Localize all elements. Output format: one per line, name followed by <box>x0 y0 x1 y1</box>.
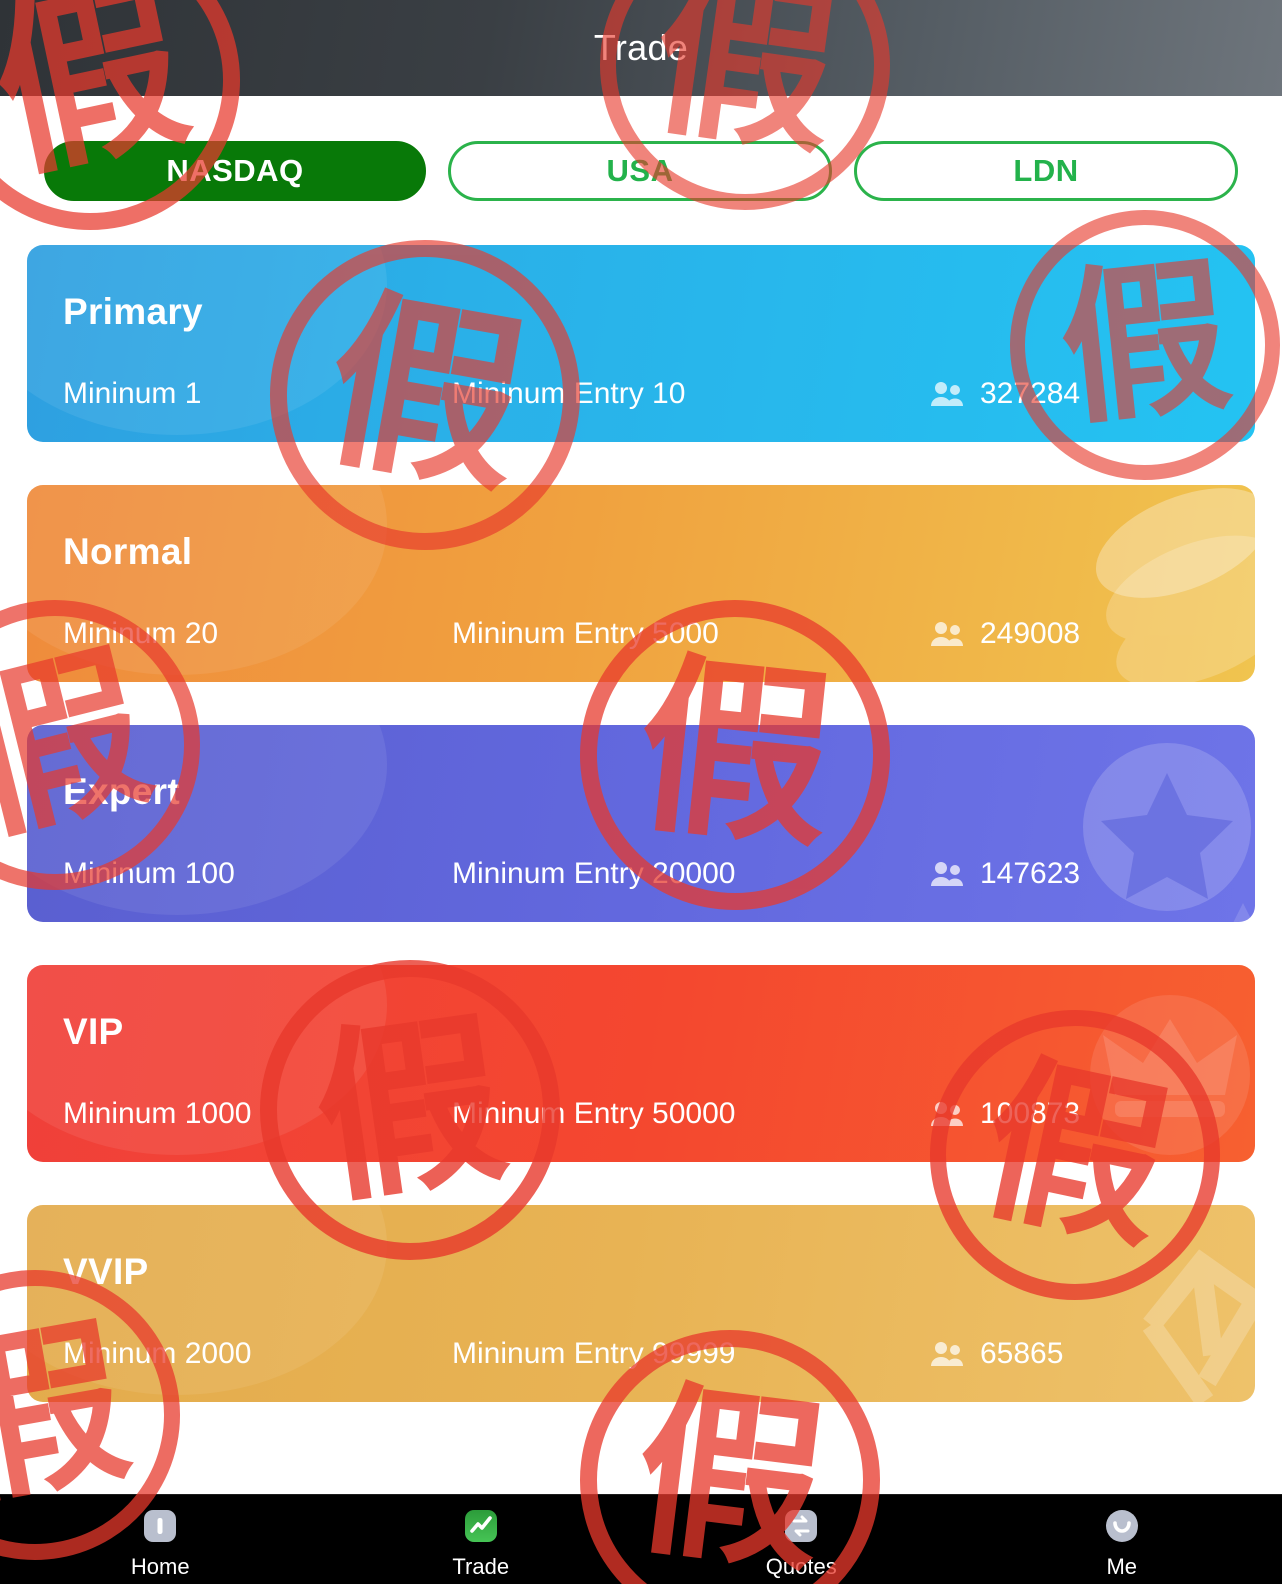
nav-item-quotes[interactable]: Quotes <box>641 1495 962 1584</box>
nav-item-trade[interactable]: Trade <box>321 1495 642 1584</box>
tier-minimum: Mininum 2000 <box>63 1337 252 1370</box>
nav-label-home: Home <box>130 1553 190 1579</box>
tier-card-stats: Mininum 1000 Mininum Entry 50000 100873 <box>27 1093 1255 1135</box>
people-icon <box>931 1342 963 1366</box>
tier-people-count: 249008 <box>980 617 1081 650</box>
people-icon <box>931 622 963 646</box>
tier-card-vip[interactable]: VIP Mininum 1000 Mininum Entry 50000 100… <box>27 965 1255 1162</box>
tier-card-title: Normal <box>63 531 193 572</box>
nav-label-me: Me <box>1106 1553 1138 1579</box>
nav-label-quotes: Quotes <box>765 1553 837 1579</box>
market-tab-usa[interactable]: USA <box>448 141 832 201</box>
tier-minimum-entry: Mininum Entry 5000 <box>452 617 719 650</box>
bottom-navigation-bar: Home Trade Quotes <box>0 1494 1282 1584</box>
tier-people-count: 65865 <box>980 1337 1064 1370</box>
tier-minimum: Mininum 1000 <box>63 1097 252 1130</box>
tier-people: 65865 <box>922 1337 1255 1371</box>
home-icon <box>144 1509 177 1542</box>
tier-people-count: 147623 <box>980 857 1081 890</box>
quotes-icon <box>785 1509 818 1542</box>
tier-card-list: Primary Mininum 1 Mininum Entry 10 32728… <box>0 201 1282 1402</box>
tier-people: 147623 <box>922 857 1255 891</box>
tier-minimum-entry: Mininum Entry 50000 <box>452 1097 736 1130</box>
nav-item-me[interactable]: Me <box>962 1495 1282 1584</box>
tier-card-title: VIP <box>63 1011 124 1052</box>
tier-card-stats: Mininum 2000 Mininum Entry 99999 65865 <box>27 1333 1255 1375</box>
tier-people: 100873 <box>922 1097 1255 1131</box>
tier-people: 249008 <box>922 617 1255 651</box>
tier-card-primary[interactable]: Primary Mininum 1 Mininum Entry 10 32728… <box>27 245 1255 442</box>
market-tab-bar: NASDAQ USA LDN <box>0 96 1282 201</box>
people-icon <box>931 382 963 406</box>
app-header: Trade <box>0 0 1282 96</box>
tier-card-stats: Mininum 100 Mininum Entry 20000 147623 <box>27 853 1255 895</box>
tier-minimum: Mininum 100 <box>63 857 235 890</box>
tier-card-title: Primary <box>63 291 203 332</box>
person-smile-icon <box>1105 1509 1138 1542</box>
chart-line-icon <box>464 1509 497 1542</box>
nav-label-trade: Trade <box>452 1553 510 1579</box>
market-tab-nasdaq[interactable]: NASDAQ <box>44 141 426 201</box>
nav-item-home[interactable]: Home <box>0 1495 321 1584</box>
tier-minimum: Mininum 20 <box>63 617 219 650</box>
tier-card-title: VVIP <box>63 1251 149 1292</box>
tier-minimum: Mininum 1 <box>63 377 202 410</box>
tier-people-count: 100873 <box>980 1097 1081 1130</box>
tier-card-stats: Mininum 20 Mininum Entry 5000 249008 <box>27 613 1255 655</box>
page-title: Trade <box>593 27 689 68</box>
market-tab-ldn[interactable]: LDN <box>854 141 1238 201</box>
tier-people-count: 327284 <box>980 377 1081 410</box>
tier-card-stats: Mininum 1 Mininum Entry 10 327284 <box>27 373 1255 415</box>
people-icon <box>931 1102 963 1126</box>
tier-minimum-entry: Mininum Entry 20000 <box>452 857 736 890</box>
tier-minimum-entry: Mininum Entry 99999 <box>452 1337 736 1370</box>
tier-card-normal[interactable]: Normal Mininum 20 Mininum Entry 5000 249… <box>27 485 1255 682</box>
tier-minimum-entry: Mininum Entry 10 <box>452 377 686 410</box>
tier-people: 327284 <box>922 377 1255 411</box>
tier-card-vvip[interactable]: VVIP Mininum 2000 Mininum Entry 99999 65… <box>27 1205 1255 1402</box>
tier-card-expert[interactable]: Expert Mininum 100 Mininum Entry 20000 1… <box>27 725 1255 922</box>
people-icon <box>931 862 963 886</box>
tier-card-title: Expert <box>63 771 180 812</box>
